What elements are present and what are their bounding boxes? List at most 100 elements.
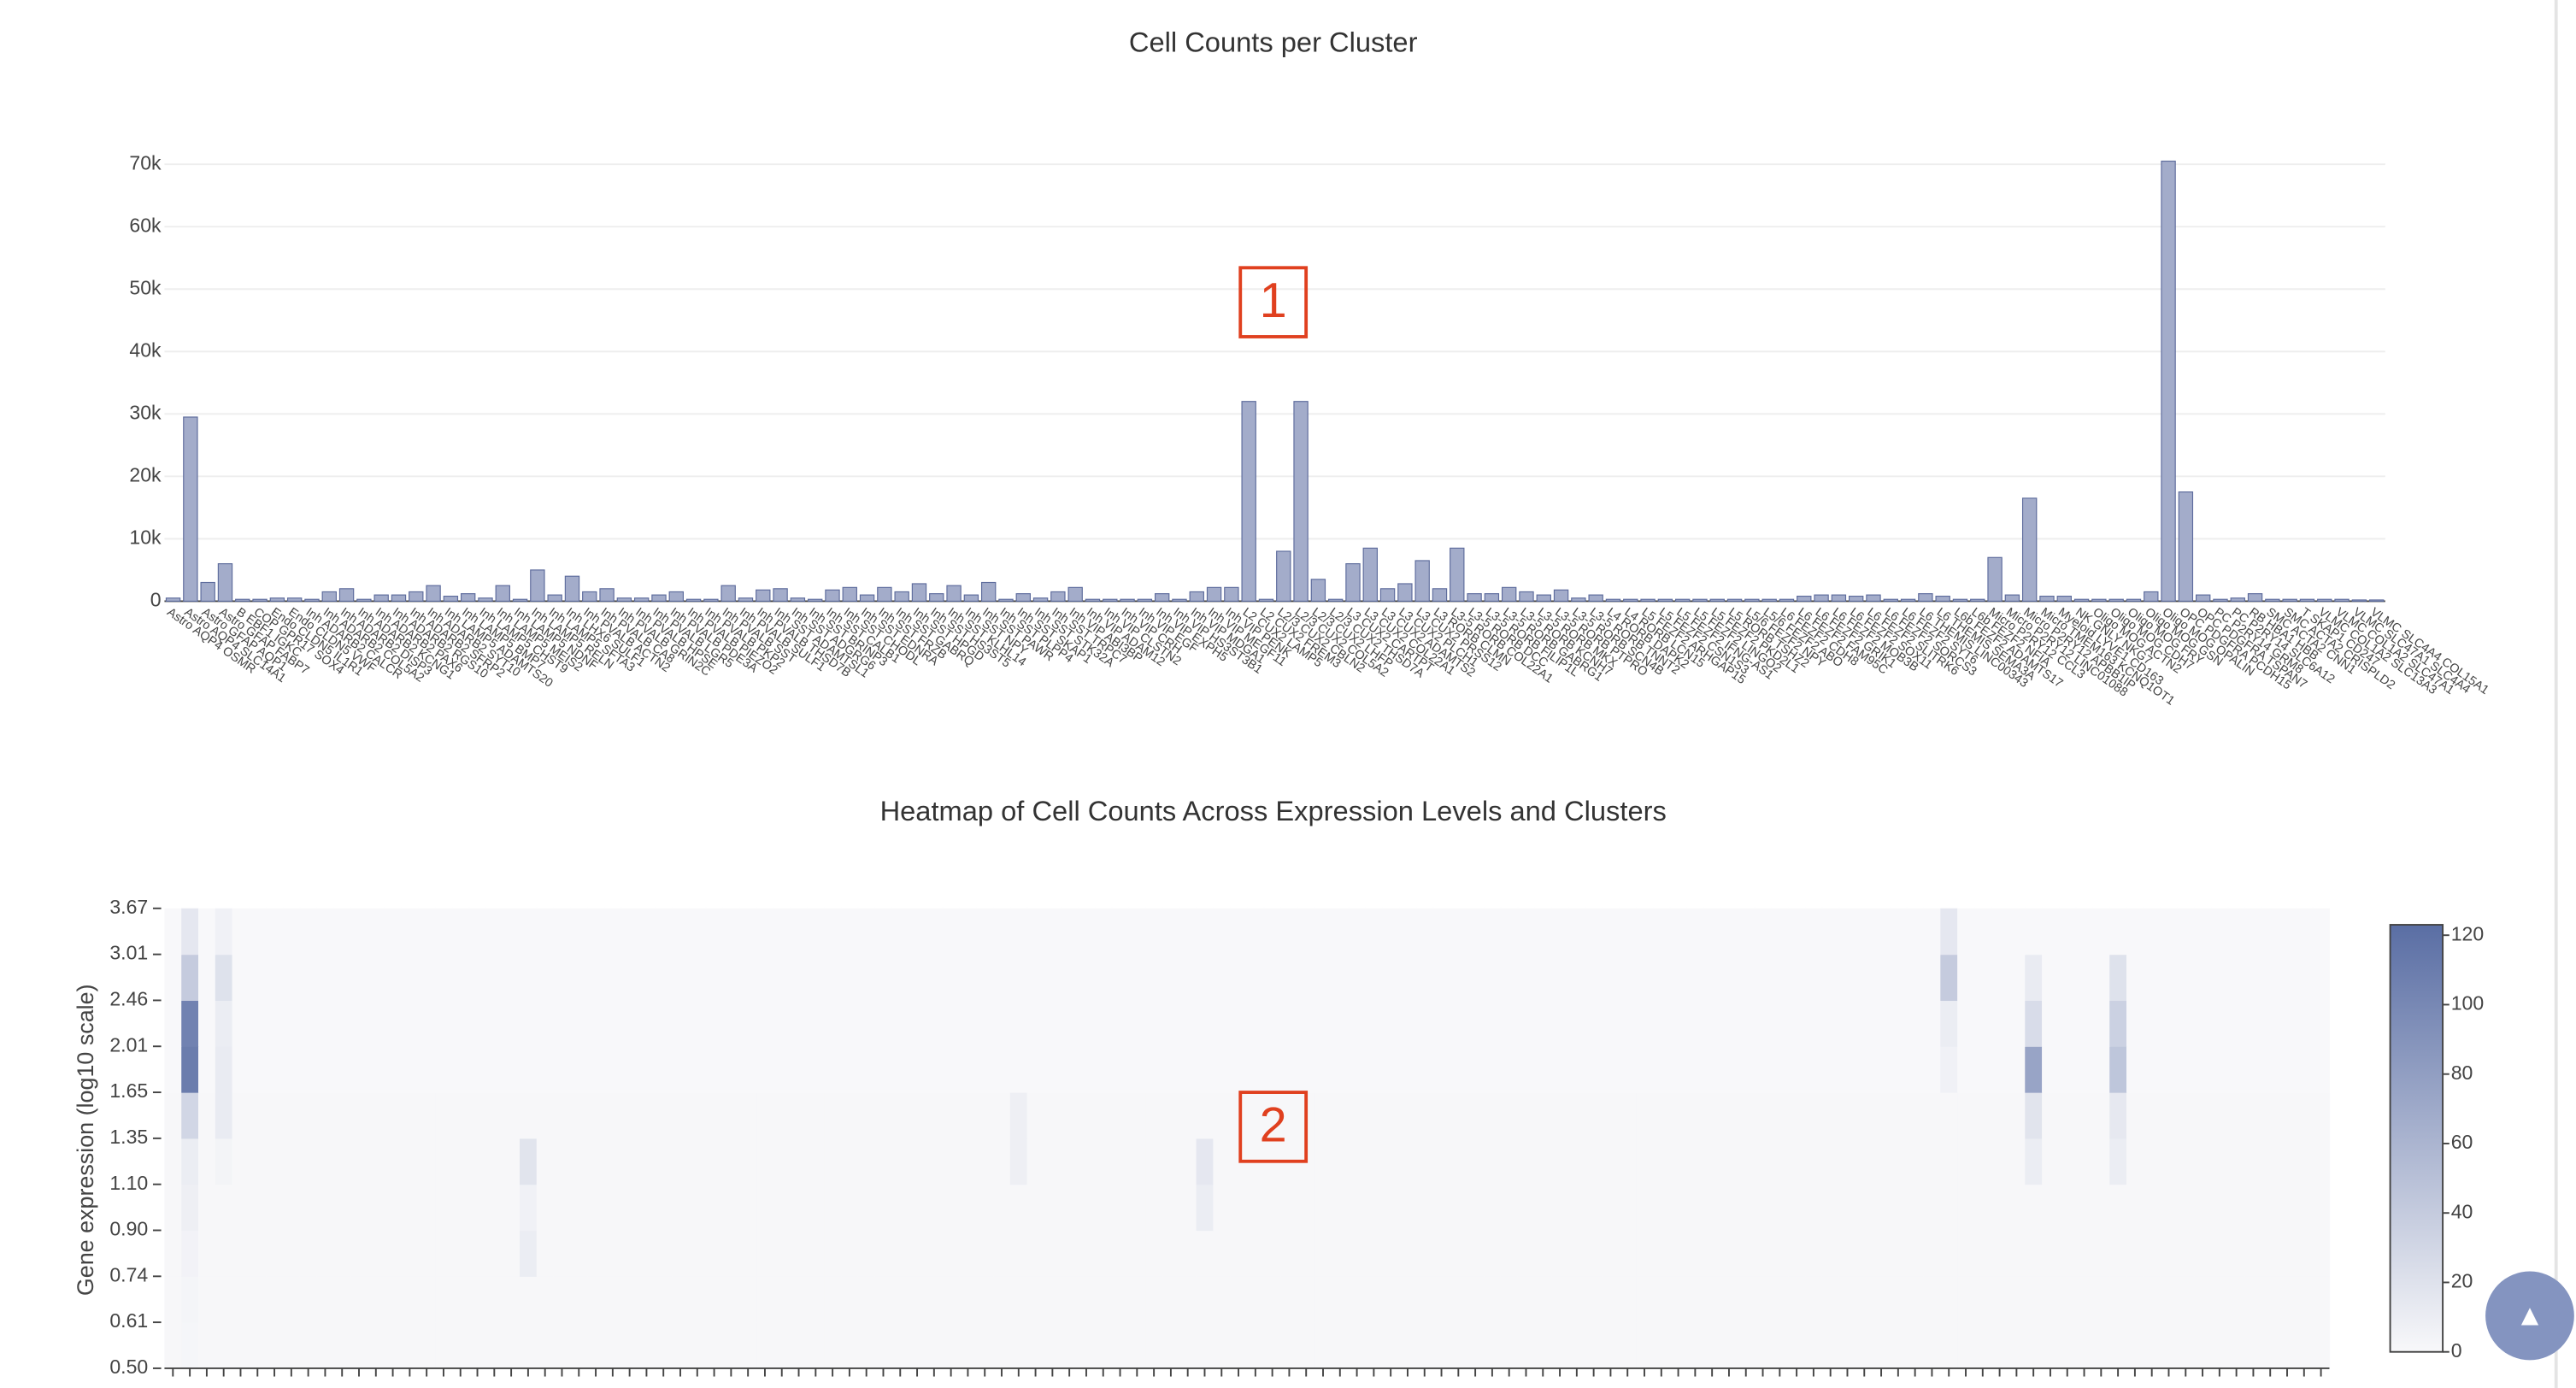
heat-cell	[1652, 1138, 1671, 1185]
bar	[1709, 598, 1725, 602]
heat-cell	[874, 908, 892, 956]
heat-cell	[1263, 954, 1282, 1002]
y-tick-label: 30k	[129, 401, 162, 423]
heat-cell	[1044, 954, 1062, 1002]
heat-cell	[959, 1184, 977, 1232]
heat-cell	[282, 1276, 301, 1323]
heat-cell	[925, 954, 944, 1002]
heat-cell	[1652, 1000, 1671, 1047]
heat-cell	[2109, 1230, 2127, 1277]
heat-cell	[1314, 1184, 1332, 1232]
heat-cell	[2312, 1322, 2331, 1369]
heat-cell	[2025, 1276, 2043, 1323]
heat-cell	[1991, 1138, 2009, 1185]
heat-cell	[1263, 1092, 1282, 1139]
heat-cell	[1686, 954, 1704, 1002]
heat-cell	[2227, 908, 2246, 956]
heat-cell	[1567, 1322, 1586, 1369]
heat-cell	[1517, 954, 1535, 1002]
heat-cell	[1517, 908, 1535, 956]
heat-cell	[705, 1092, 724, 1139]
bar	[1293, 401, 1309, 602]
bar	[2144, 591, 2159, 602]
heat-cell	[1551, 1276, 1569, 1323]
heat-cell	[1821, 908, 1840, 956]
heat-cell	[2058, 1046, 2077, 1093]
heat-cell	[282, 908, 301, 956]
heat-cell	[401, 954, 419, 1002]
heat-cell	[1500, 1276, 1519, 1323]
bar	[2126, 598, 2142, 602]
heat-cell	[2177, 1000, 2195, 1047]
heat-cell	[1382, 908, 1400, 956]
heat-cell	[1889, 1184, 1908, 1232]
heat-cell	[1585, 908, 1603, 956]
heat-cell	[756, 1092, 774, 1139]
heat-cell	[1500, 1138, 1519, 1185]
heat-cell	[1754, 1322, 1773, 1369]
heat-cell	[2194, 1000, 2212, 1047]
heat-cell	[1415, 1138, 1434, 1185]
scroll-button-icon[interactable]: ▲	[2515, 1299, 2544, 1332]
heat-cell	[553, 954, 571, 1002]
heat-cell	[198, 1138, 216, 1185]
heat-cell	[942, 1322, 961, 1369]
heat-cell	[976, 1276, 994, 1323]
heat-cell	[891, 908, 909, 956]
scroll-button-bg[interactable]	[2485, 1271, 2574, 1361]
heat-cell	[1026, 908, 1045, 956]
heat-cell	[1484, 1046, 1502, 1093]
heat-cell	[1873, 1184, 1891, 1232]
heat-cell	[367, 1230, 385, 1277]
heat-cell	[418, 908, 436, 956]
heat-cell	[232, 1322, 250, 1369]
heat-cell	[2008, 1000, 2026, 1047]
heat-cell	[2025, 1046, 2043, 1093]
bar	[321, 591, 337, 602]
heat-cell	[1991, 954, 2009, 1002]
heat-cell	[1297, 908, 1315, 956]
y-tick-label: 2.46	[109, 988, 148, 1010]
heat-cell	[1230, 1184, 1248, 1232]
heat-cell	[1873, 1322, 1891, 1369]
heat-cell	[2160, 954, 2178, 1002]
heat-cell	[1838, 1276, 1856, 1323]
bar	[286, 597, 303, 602]
heat-cell	[2295, 1092, 2314, 1139]
heat-cell	[1145, 1230, 1163, 1277]
heat-cell	[520, 1138, 538, 1185]
heat-cell	[367, 1092, 385, 1139]
heat-cell	[1061, 908, 1079, 956]
heat-cell	[1331, 1092, 1350, 1139]
heat-cell	[807, 1000, 825, 1047]
heat-cell	[451, 1184, 470, 1232]
heat-cell	[2025, 1184, 2043, 1232]
heat-cell	[2210, 1322, 2229, 1369]
heat-cell	[1196, 1230, 1214, 1277]
heat-cell	[1720, 1092, 1738, 1139]
bar	[1154, 593, 1170, 602]
y-tick-label: 0.50	[109, 1356, 148, 1378]
heat-cell	[925, 1092, 944, 1139]
heat-cell	[925, 908, 944, 956]
heat-cell	[2092, 1230, 2110, 1277]
y-tick-label: 2.01	[109, 1033, 148, 1056]
heat-cell	[1669, 1046, 1688, 1093]
heat-cell	[1094, 1230, 1113, 1277]
scroll-top-button[interactable]: ▲	[2485, 1271, 2574, 1361]
bar	[2282, 598, 2297, 602]
heat-cell	[249, 954, 267, 1002]
heat-cell	[2244, 1230, 2262, 1277]
heat-cell	[1026, 1138, 1045, 1185]
y-tick-label: 60k	[129, 214, 162, 236]
heat-cell	[857, 908, 876, 956]
bar	[1501, 586, 1517, 602]
bar	[2299, 598, 2315, 602]
heat-cell	[2261, 1230, 2279, 1277]
heat-cell	[874, 1276, 892, 1323]
heat-cell	[790, 908, 809, 956]
heat-cell	[181, 1138, 199, 1185]
heat-cell	[1973, 908, 1992, 956]
heat-cell	[688, 1138, 707, 1185]
heat-cell	[2109, 1092, 2127, 1139]
